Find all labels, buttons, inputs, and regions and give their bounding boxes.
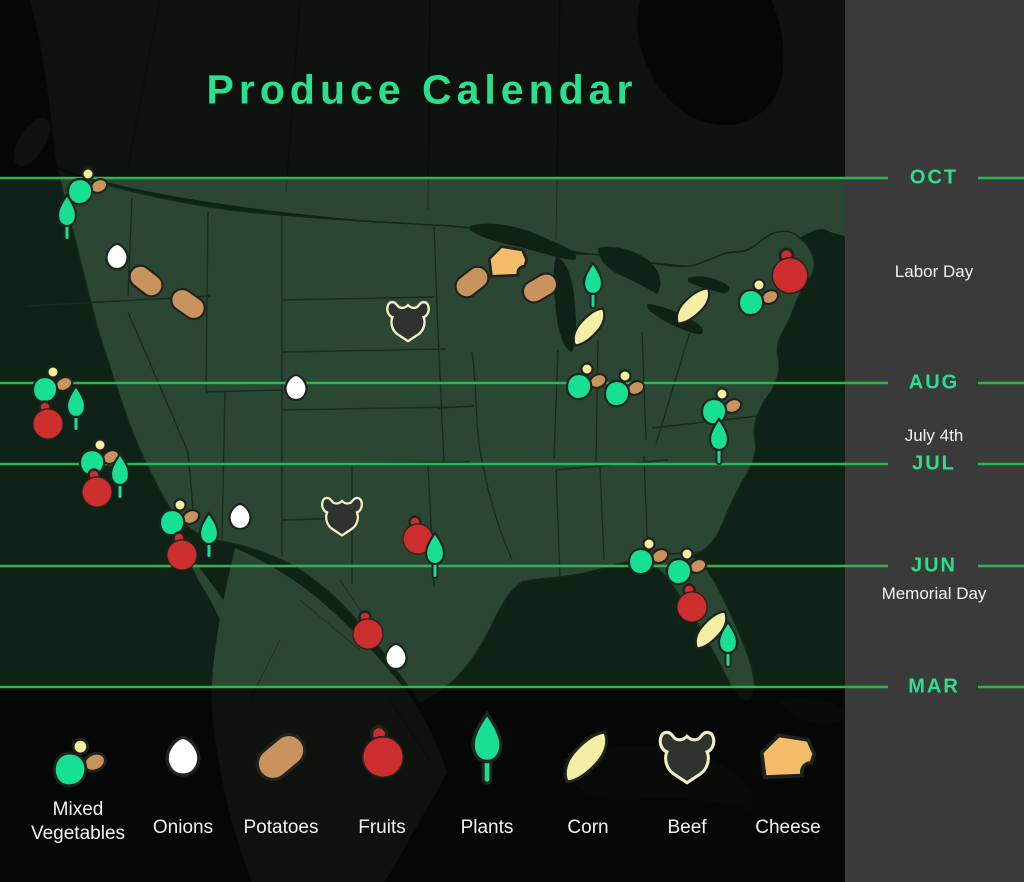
month-label-mar: MAR	[908, 675, 960, 698]
page-title: Produce Calendar	[206, 66, 638, 113]
holiday-label-labor-day: Labor Day	[894, 262, 974, 281]
legend-label-mixed-vegetables: Mixed Vegetables	[30, 799, 126, 844]
usa-landmass	[55, 166, 816, 704]
state-borders	[27, 197, 759, 587]
marker-onion-icon	[105, 242, 129, 271]
legend-label-corn: Corn	[567, 817, 609, 838]
marker-onion-icon	[284, 373, 308, 402]
legend-label-potatoes: Potatoes	[243, 817, 319, 838]
legend-label-plants: Plants	[460, 817, 514, 838]
month-gridlines	[0, 176, 1024, 689]
legend-label-fruits: Fruits	[358, 817, 406, 838]
month-label-aug: AUG	[908, 371, 960, 394]
legend-onion-icon	[165, 735, 201, 777]
top-dim-overlay	[0, 0, 845, 178]
marker-onion-icon	[384, 642, 408, 671]
month-label-oct: OCT	[909, 166, 959, 189]
month-label-jun: JUN	[910, 554, 958, 577]
mexico-borders	[249, 579, 431, 761]
bottom-dim-overlay	[0, 687, 845, 882]
legend-label-onions: Onions	[152, 817, 214, 838]
legend-label-cheese: Cheese	[755, 817, 821, 838]
timeline-sidebar-panel	[845, 0, 1024, 882]
marker-onion-icon	[228, 502, 252, 531]
holiday-label-memorial-day: Memorial Day	[881, 584, 987, 603]
holiday-label-july-4th: July 4th	[904, 426, 964, 445]
legend-label-beef: Beef	[667, 817, 707, 838]
month-label-jul: JUL	[912, 452, 956, 475]
great-lakes	[470, 223, 730, 352]
